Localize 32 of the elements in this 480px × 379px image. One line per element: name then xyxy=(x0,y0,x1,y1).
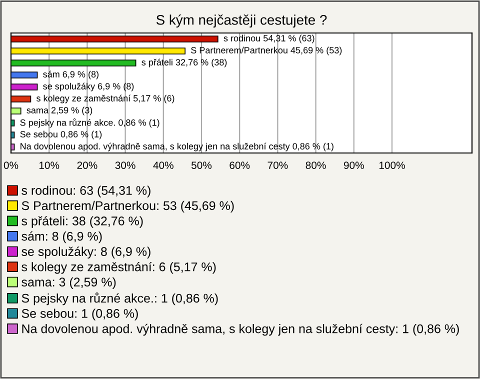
x-tick-label: 60% xyxy=(230,162,250,169)
legend-label: s kolegy ze zaměstnání: 6 (5,17 %) xyxy=(22,262,216,274)
x-tick-label: 40% xyxy=(153,162,174,169)
x-tick-label: 50% xyxy=(191,162,212,169)
x-tick-label: 10% xyxy=(39,162,60,169)
data-label: s rodinou 54,31 % (63) xyxy=(224,34,314,44)
data-label: S pejsky na různé akce. 0,86 % (1) xyxy=(20,118,160,128)
x-tick-label: 0% xyxy=(4,162,18,169)
legend-label: sama: 3 (2,59 %) xyxy=(22,277,116,289)
legend-label: Se sebou: 1 (0,86 %) xyxy=(22,308,138,320)
x-tick-label: 90% xyxy=(344,162,364,169)
data-label: Se sebou 0,86 % (1) xyxy=(20,130,102,140)
data-label: S Partnerem/Partnerkou 45,69 % (53) xyxy=(191,46,342,56)
x-tick-label: 20% xyxy=(77,162,98,169)
legend-label: sám: 8 (6,9 %) xyxy=(22,231,102,244)
legend-label: se spolužáky: 8 (6,9 %) xyxy=(22,246,150,258)
x-tick-label: 30% xyxy=(115,162,136,169)
data-label: s kolegy ze zaměstnání 5,17 % (6) xyxy=(36,94,174,104)
data-label: Na dovolenou apod. výhradně sama, s kolegy jen na služební cesty 0,86 % (1) xyxy=(20,142,334,152)
legend-label: s rodinou: 63 (54,31 %) xyxy=(22,186,150,198)
data-label: sám 6,9 % (8) xyxy=(43,70,98,80)
data-label: s přáteli 32,76 % (38) xyxy=(142,58,227,68)
chart-title: S kým nejčastěji cestujete ? xyxy=(156,14,327,28)
legend-label: S Partnerem/Partnerkou: 53 (45,69 %) xyxy=(22,200,234,213)
data-label: se spolužáky 6,9 % (8) xyxy=(43,82,134,92)
legend-label: s přáteli: 38 (32,76 %) xyxy=(22,216,143,228)
legend-label: Na dovolenou apod. výhradně sama, s kolegy jen na služební cesty: 1 (0,86 %) xyxy=(22,324,459,336)
x-tick-label: 70% xyxy=(268,162,288,169)
x-tick-label: 100% xyxy=(379,162,405,169)
x-tick-label: 80% xyxy=(306,162,326,169)
data-label: sama 2,59 % (3) xyxy=(26,106,92,116)
legend-label: S pejsky na různé akce.: 1 (0,86 %) xyxy=(22,292,218,306)
